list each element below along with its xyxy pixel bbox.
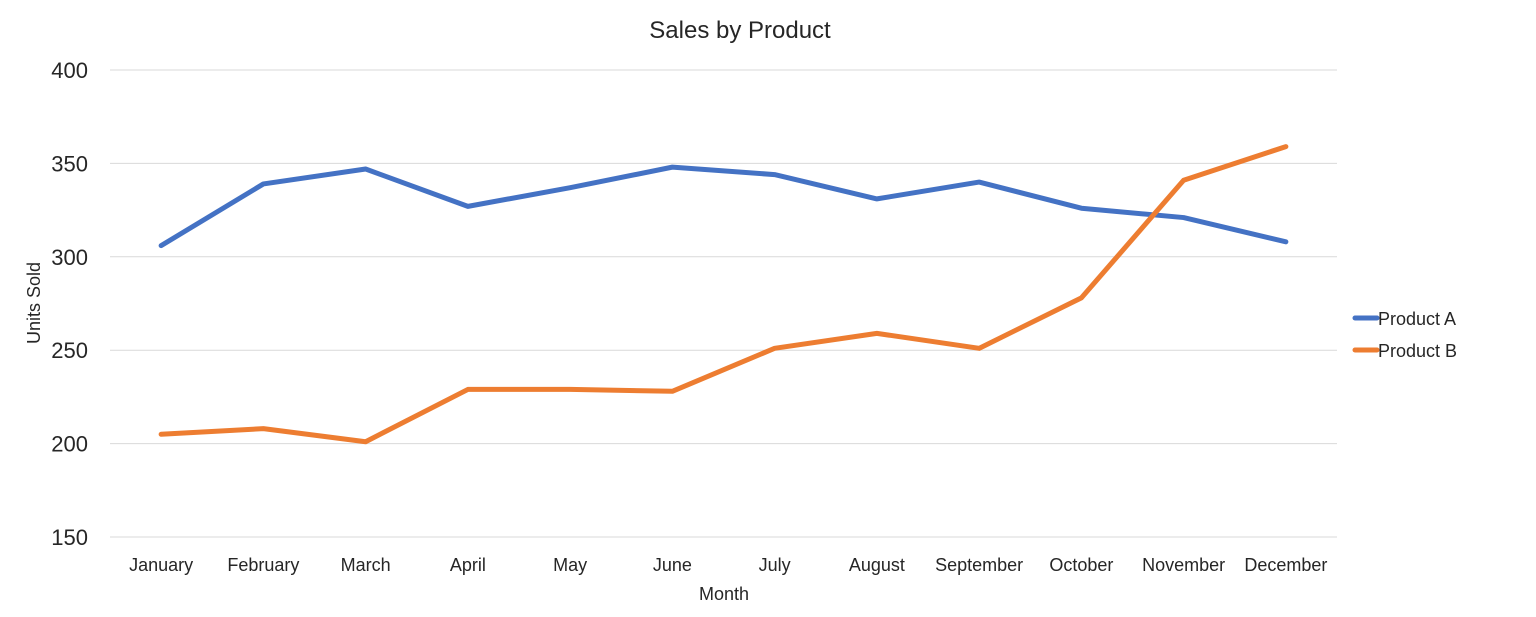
y-tick-label: 350 <box>51 151 88 176</box>
x-tick-label: June <box>653 555 692 575</box>
x-tick-label: February <box>227 555 299 575</box>
legend: Product A Product B <box>1355 309 1457 361</box>
x-tick-label: September <box>935 555 1023 575</box>
x-tick-label: May <box>553 555 587 575</box>
x-tick-label: July <box>759 555 791 575</box>
x-tick-label: January <box>129 555 193 575</box>
y-tick-label: 250 <box>51 338 88 363</box>
series-line-product-a <box>161 167 1286 245</box>
legend-label: Product B <box>1378 341 1457 361</box>
x-tick-label: December <box>1244 555 1327 575</box>
x-tick-label: April <box>450 555 486 575</box>
x-axis-label: Month <box>699 584 749 604</box>
chart-title: Sales by Product <box>649 17 831 44</box>
y-tick-label: 400 <box>51 58 88 83</box>
x-tick-label: August <box>849 555 905 575</box>
series-line-product-b <box>161 147 1286 442</box>
x-tick-label: March <box>341 555 391 575</box>
gridlines <box>110 70 1337 537</box>
y-axis-ticks: 150 200 250 300 350 400 <box>51 58 88 550</box>
series-lines <box>161 146 1286 441</box>
y-tick-label: 300 <box>51 245 88 270</box>
x-axis-ticks: January February March April May June July Augu… <box>129 555 1327 575</box>
x-tick-label: October <box>1049 555 1113 575</box>
y-tick-label: 200 <box>51 432 88 457</box>
y-axis-label: Units Sold <box>24 262 44 344</box>
x-tick-label: November <box>1142 555 1225 575</box>
y-tick-label: 150 <box>51 525 88 550</box>
legend-label: Product A <box>1378 309 1456 329</box>
